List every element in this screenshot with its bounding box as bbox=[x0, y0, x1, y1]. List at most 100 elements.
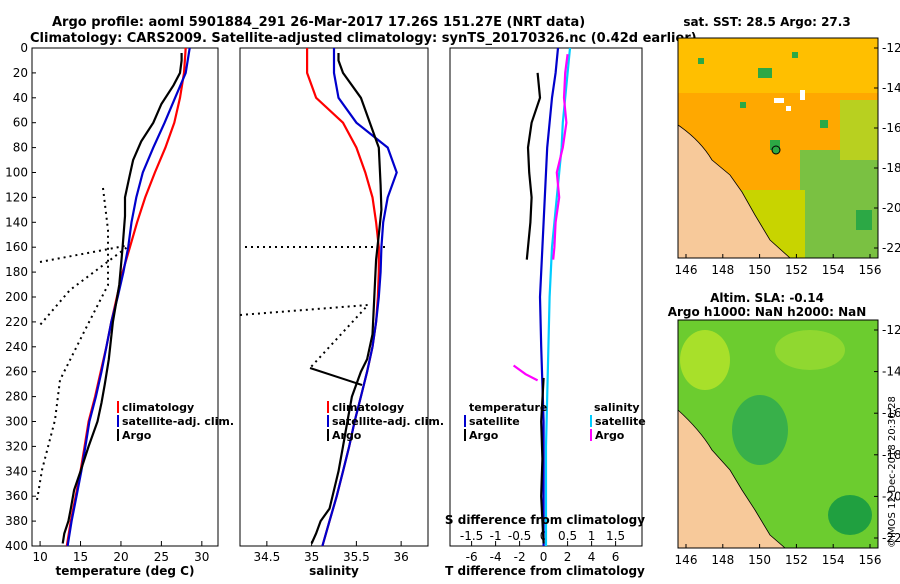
sla-map: Altim. SLA: -0.14 Argo h1000: NaN h2000:… bbox=[668, 291, 900, 567]
legend-satellite-adj: satellite-adj. clim. bbox=[332, 415, 444, 428]
legend-argo: Argo bbox=[332, 429, 362, 442]
legend-swatch-t-argo bbox=[464, 429, 466, 441]
depth-tick-label: 300 bbox=[5, 415, 28, 429]
x-tick-label: 2 bbox=[564, 550, 572, 564]
depth-tick-label: 400 bbox=[5, 539, 28, 553]
sla-map-title2: Argo h1000: NaN h2000: NaN bbox=[668, 305, 867, 319]
legend-satellite-adj: satellite-adj. clim. bbox=[122, 415, 234, 428]
depth-tick-label: 320 bbox=[5, 439, 28, 453]
difference-legend-right: salinity satellite Argo bbox=[590, 401, 646, 442]
title-line1: Argo profile: aoml 5901884_291 26-Mar-20… bbox=[52, 15, 585, 30]
lat-tick-label: -14 bbox=[882, 81, 900, 95]
temperature-lines bbox=[61, 47, 191, 547]
lon-tick-label: 146 bbox=[675, 553, 698, 567]
s-diff-tick-label: -0.5 bbox=[508, 529, 531, 543]
temperature-xlabel: temperature (deg C) bbox=[56, 564, 195, 578]
series-line-t-argo-deep bbox=[540, 377, 545, 544]
depth-tick-label: 240 bbox=[5, 340, 28, 354]
lat-tick-label: -16 bbox=[882, 406, 900, 420]
legend-swatch-s-argo bbox=[590, 429, 592, 441]
salinity-xlabel: salinity bbox=[309, 564, 359, 578]
depth-tick-label: 260 bbox=[5, 365, 28, 379]
lon-tick-label: 154 bbox=[822, 553, 845, 567]
sst-map-frame bbox=[677, 37, 879, 259]
sla-high-patch-2 bbox=[775, 330, 845, 370]
sla-lat-ticks: -12 -14 -16 -18 -20 -22 bbox=[874, 323, 900, 545]
temperature-panel: 0 20 40 60 80 100 120 140 160 180 200 220 240 260 280 3… bbox=[5, 41, 454, 578]
sla-map-title1: Altim. SLA: -0.14 bbox=[710, 291, 824, 305]
depth-tick-label: 220 bbox=[5, 315, 28, 329]
sst-mid-patch bbox=[840, 100, 878, 160]
argo-location-marker bbox=[771, 145, 781, 155]
lon-tick-label: 154 bbox=[822, 263, 845, 277]
depth-axis-ticks: 0 20 40 60 80 100 120 140 160 180 200 220 240 260 280 3… bbox=[5, 41, 454, 553]
depth-tick-label: 60 bbox=[13, 116, 28, 130]
x-tick-label: 35 bbox=[304, 550, 319, 564]
lon-tick-label: 150 bbox=[748, 263, 771, 277]
x-tick-label: -2 bbox=[514, 550, 526, 564]
sst-lat-ticks: -12 -14 -16 -18 -20 -22 bbox=[874, 41, 900, 255]
lon-tick-label: 156 bbox=[859, 263, 882, 277]
x-tick-label: 6 bbox=[612, 550, 620, 564]
s-diff-tick-label: 1 bbox=[588, 529, 596, 543]
depth-tick-label: 80 bbox=[13, 141, 28, 155]
s-diff-xlabel: S difference from climatology bbox=[445, 513, 645, 527]
lat-tick-label: -12 bbox=[882, 323, 900, 337]
sst-land bbox=[677, 124, 792, 259]
argo-dotted-trace bbox=[36, 187, 109, 501]
lat-tick-label: -16 bbox=[882, 121, 900, 135]
legend-t-satellite: satellite bbox=[469, 415, 520, 428]
legend-s-argo: Argo bbox=[595, 429, 625, 442]
argo-solid-segment bbox=[309, 367, 363, 386]
depth-tick-label: 140 bbox=[5, 215, 28, 229]
x-tick-label: 34.5 bbox=[253, 550, 280, 564]
lon-tick-label: 152 bbox=[785, 263, 808, 277]
difference-panel: -6 -4 -2 0 2 4 6-1.5 -1 -0.5 0 0.5 1 1.5 temperature… bbox=[445, 47, 646, 578]
sla-lon-ticks: 146 148 150 152 154 156 bbox=[675, 544, 881, 567]
sst-map-title: sat. SST: 28.5 Argo: 27.3 bbox=[683, 15, 850, 29]
legend-swatch-satellite bbox=[117, 415, 119, 427]
legend-swatch-satellite bbox=[327, 415, 329, 427]
depth-tick-label: 160 bbox=[5, 240, 28, 254]
legend-swatch-climatology bbox=[327, 401, 329, 413]
series-line-satellite-adj-clim- bbox=[321, 48, 398, 547]
legend-climatology: climatology bbox=[332, 401, 404, 414]
legend-t-argo: Argo bbox=[469, 429, 499, 442]
salinity-panel: 34.5 35 35.5 36 climatology satellite-adj. … bbox=[239, 47, 444, 578]
legend-s-satellite: satellite bbox=[595, 415, 646, 428]
lon-tick-label: 152 bbox=[785, 553, 808, 567]
s-diff-tick-label: -1 bbox=[490, 529, 502, 543]
legend-swatch-s-satellite bbox=[590, 415, 592, 427]
series-line-t-satellite bbox=[538, 47, 560, 546]
x-tick-label: 0 bbox=[540, 550, 548, 564]
s-diff-tick-label: 1.5 bbox=[606, 529, 625, 543]
x-tick-label: 20 bbox=[113, 550, 128, 564]
series-line-argo bbox=[310, 53, 383, 544]
legend-temperature: temperature bbox=[469, 401, 547, 414]
lat-tick-label: -20 bbox=[882, 201, 900, 215]
depth-tick-label: 120 bbox=[5, 190, 28, 204]
sst-cool-patch bbox=[800, 150, 878, 258]
salinity-lines bbox=[306, 48, 398, 547]
legend-swatch-t-satellite bbox=[464, 415, 466, 427]
temperature-x-ticks: 10 15 20 25 30 bbox=[32, 541, 209, 564]
temperature-legend: climatology satellite-adj. clim. Argo bbox=[117, 401, 234, 442]
series-line-argo bbox=[61, 53, 183, 544]
t-diff-xlabel: T difference from climatology bbox=[445, 564, 645, 578]
legend-climatology: climatology bbox=[122, 401, 194, 414]
argo-dotted-trace-4 bbox=[239, 303, 371, 369]
lat-tick-label: -18 bbox=[882, 448, 900, 462]
x-tick-label: -6 bbox=[466, 550, 478, 564]
lon-tick-label: 146 bbox=[675, 263, 698, 277]
sla-low-patch-2 bbox=[828, 495, 872, 535]
lat-tick-label: -18 bbox=[882, 161, 900, 175]
lat-tick-label: -12 bbox=[882, 41, 900, 55]
depth-tick-label: 180 bbox=[5, 265, 28, 279]
depth-tick-label: 340 bbox=[5, 464, 28, 478]
x-tick-label: 30 bbox=[194, 550, 209, 564]
depth-tick-label: 40 bbox=[13, 91, 28, 105]
depth-tick-label: 280 bbox=[5, 390, 28, 404]
series-line-s-argo bbox=[552, 54, 569, 260]
salinity-axes bbox=[239, 47, 429, 547]
